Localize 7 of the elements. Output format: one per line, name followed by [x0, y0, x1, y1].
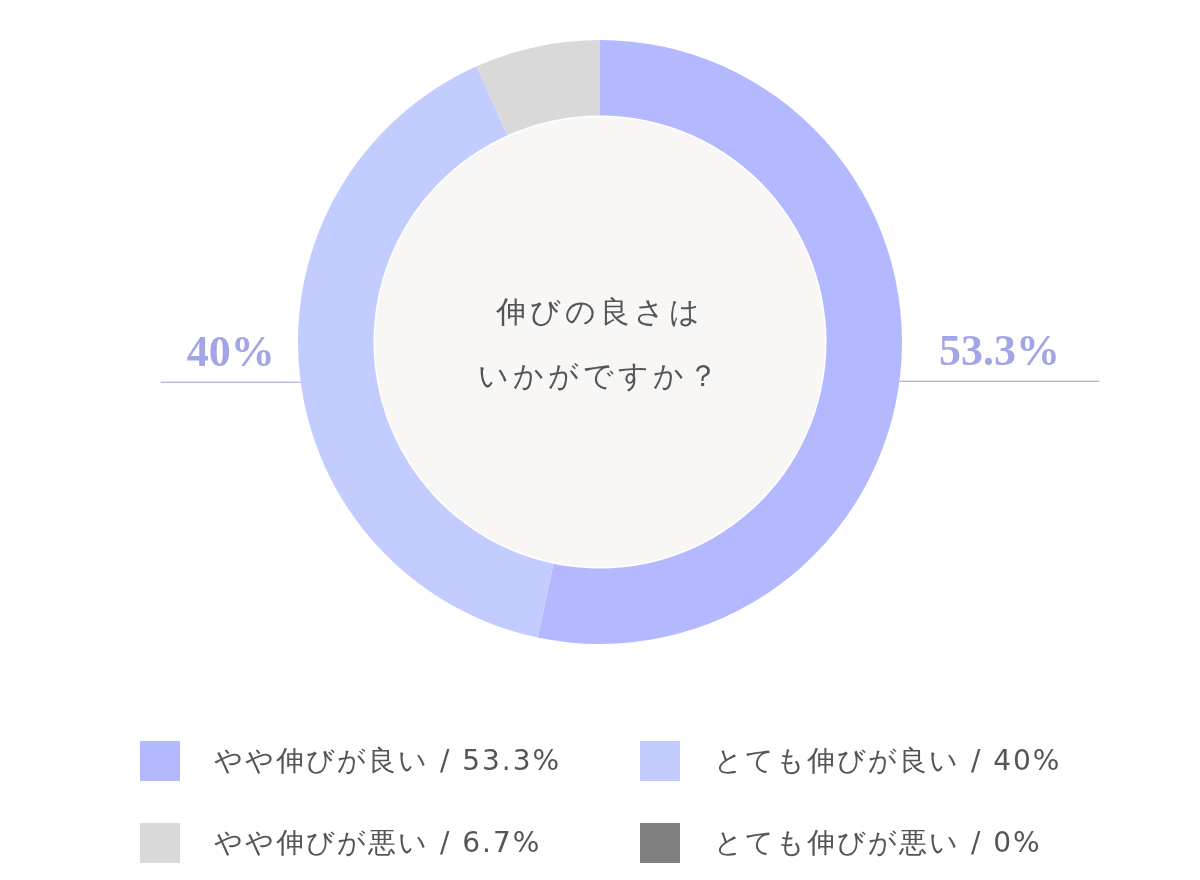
data-label: 53.3% [938, 325, 1060, 375]
data-label: 40% [186, 326, 275, 376]
legend-label: とても伸びが良い / 40% [714, 743, 1062, 779]
legend-label: やや伸びが良い / 53.3% [214, 743, 562, 779]
legend-label: とても伸びが悪い / 0% [714, 825, 1042, 861]
legend-label: やや伸びが悪い / 6.7% [214, 825, 542, 861]
text: 伸びの良さはいかがですか？ [477, 293, 723, 395]
